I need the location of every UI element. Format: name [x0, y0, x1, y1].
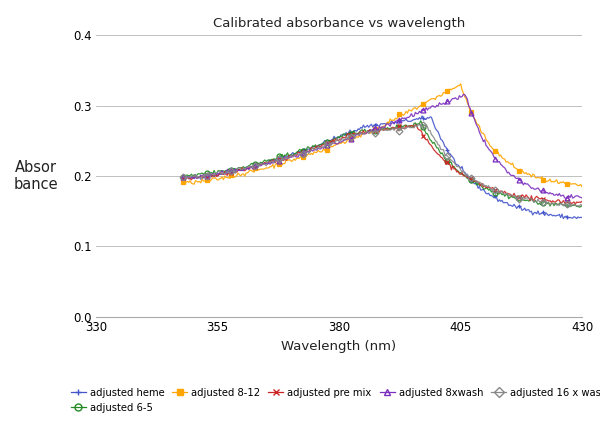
- X-axis label: Wavelength (nm): Wavelength (nm): [281, 340, 397, 352]
- Legend: adjusted heme, adjusted 6-5, adjusted 8-12, adjusted pre mix, adjusted 8xwash, a: adjusted heme, adjusted 6-5, adjusted 8-…: [67, 384, 600, 417]
- Text: Absor
bance: Absor bance: [13, 160, 58, 192]
- Title: Calibrated absorbance vs wavelength: Calibrated absorbance vs wavelength: [213, 17, 465, 30]
